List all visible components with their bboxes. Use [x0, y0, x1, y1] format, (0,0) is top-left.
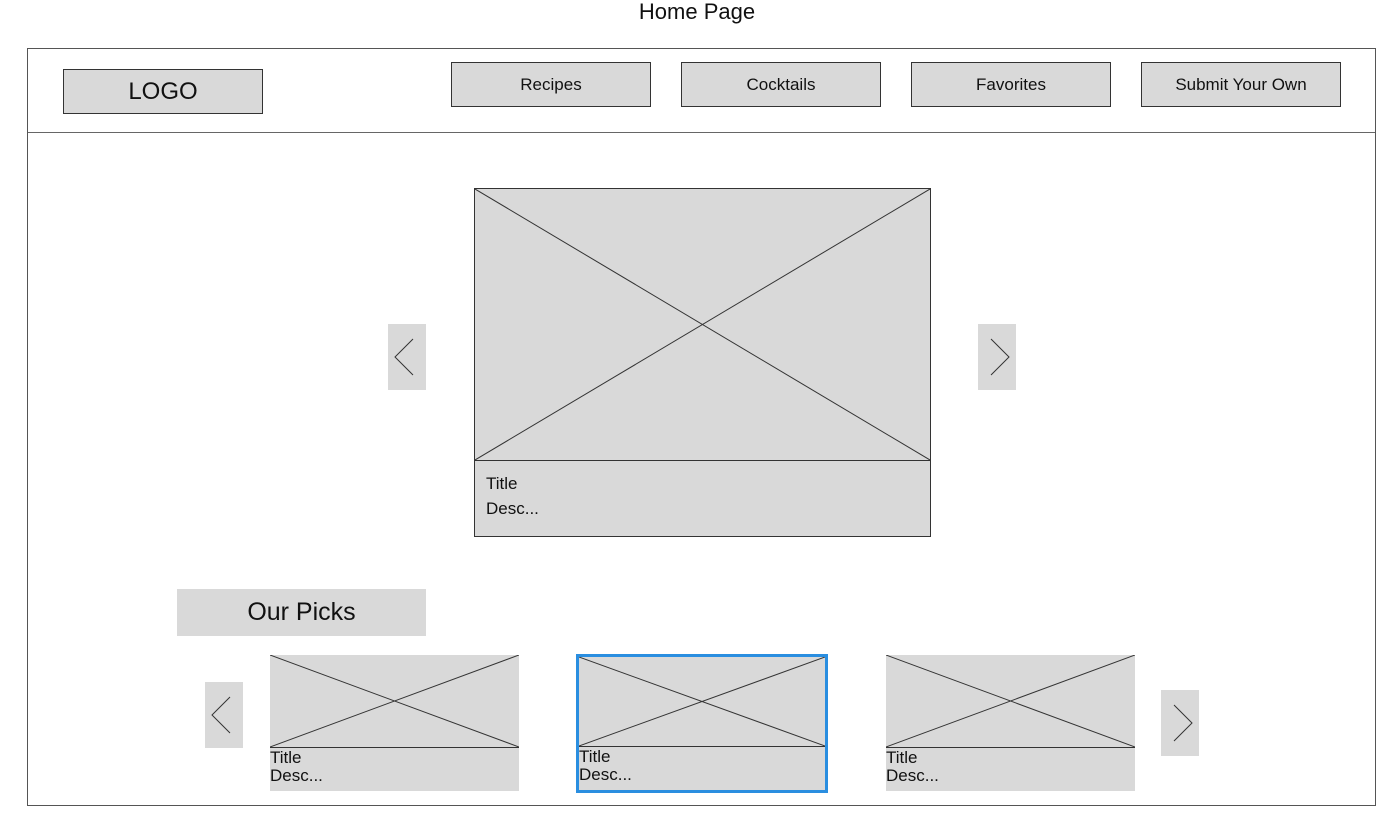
pick-card[interactable]: Title Desc... [886, 655, 1135, 791]
hero-prev-button[interactable] [388, 324, 426, 390]
hero-caption-divider [475, 460, 930, 461]
card-caption-divider [579, 746, 825, 747]
header-divider [28, 132, 1375, 133]
chevron-right-icon [990, 338, 1010, 376]
hero-next-button[interactable] [978, 324, 1016, 390]
image-placeholder-icon [270, 655, 519, 747]
logo[interactable]: LOGO [63, 69, 263, 114]
nav-submit-your-own-button[interactable]: Submit Your Own [1141, 62, 1341, 107]
image-placeholder-icon [886, 655, 1135, 747]
image-placeholder-icon [475, 189, 930, 460]
hero-description: Desc... [486, 499, 539, 518]
card-caption-divider [886, 747, 1135, 748]
pick-card[interactable]: Title Desc... [270, 655, 519, 791]
our-picks-heading: Our Picks [177, 589, 426, 636]
image-placeholder-icon [579, 657, 825, 746]
card-description: Desc... [270, 766, 323, 785]
pick-card-selected[interactable]: Title Desc... [576, 654, 828, 793]
card-description: Desc... [579, 765, 632, 784]
hero-card[interactable]: Title Desc... [474, 188, 931, 537]
picks-prev-button[interactable] [205, 682, 243, 748]
picks-next-button[interactable] [1161, 690, 1199, 756]
nav-favorites-button[interactable]: Favorites [911, 62, 1111, 107]
card-title: Title [579, 747, 611, 766]
card-title: Title [886, 748, 918, 767]
card-title: Title [270, 748, 302, 767]
chevron-right-icon [1173, 704, 1193, 742]
wireframe-frame: LOGO Recipes Cocktails Favorites Submit … [27, 48, 1376, 806]
chevron-left-icon [211, 696, 231, 734]
card-caption-divider [270, 747, 519, 748]
hero-title: Title [486, 474, 518, 493]
nav-cocktails-button[interactable]: Cocktails [681, 62, 881, 107]
page-title: Home Page [638, 0, 756, 24]
card-description: Desc... [886, 766, 939, 785]
chevron-left-icon [394, 338, 414, 376]
nav-recipes-button[interactable]: Recipes [451, 62, 651, 107]
